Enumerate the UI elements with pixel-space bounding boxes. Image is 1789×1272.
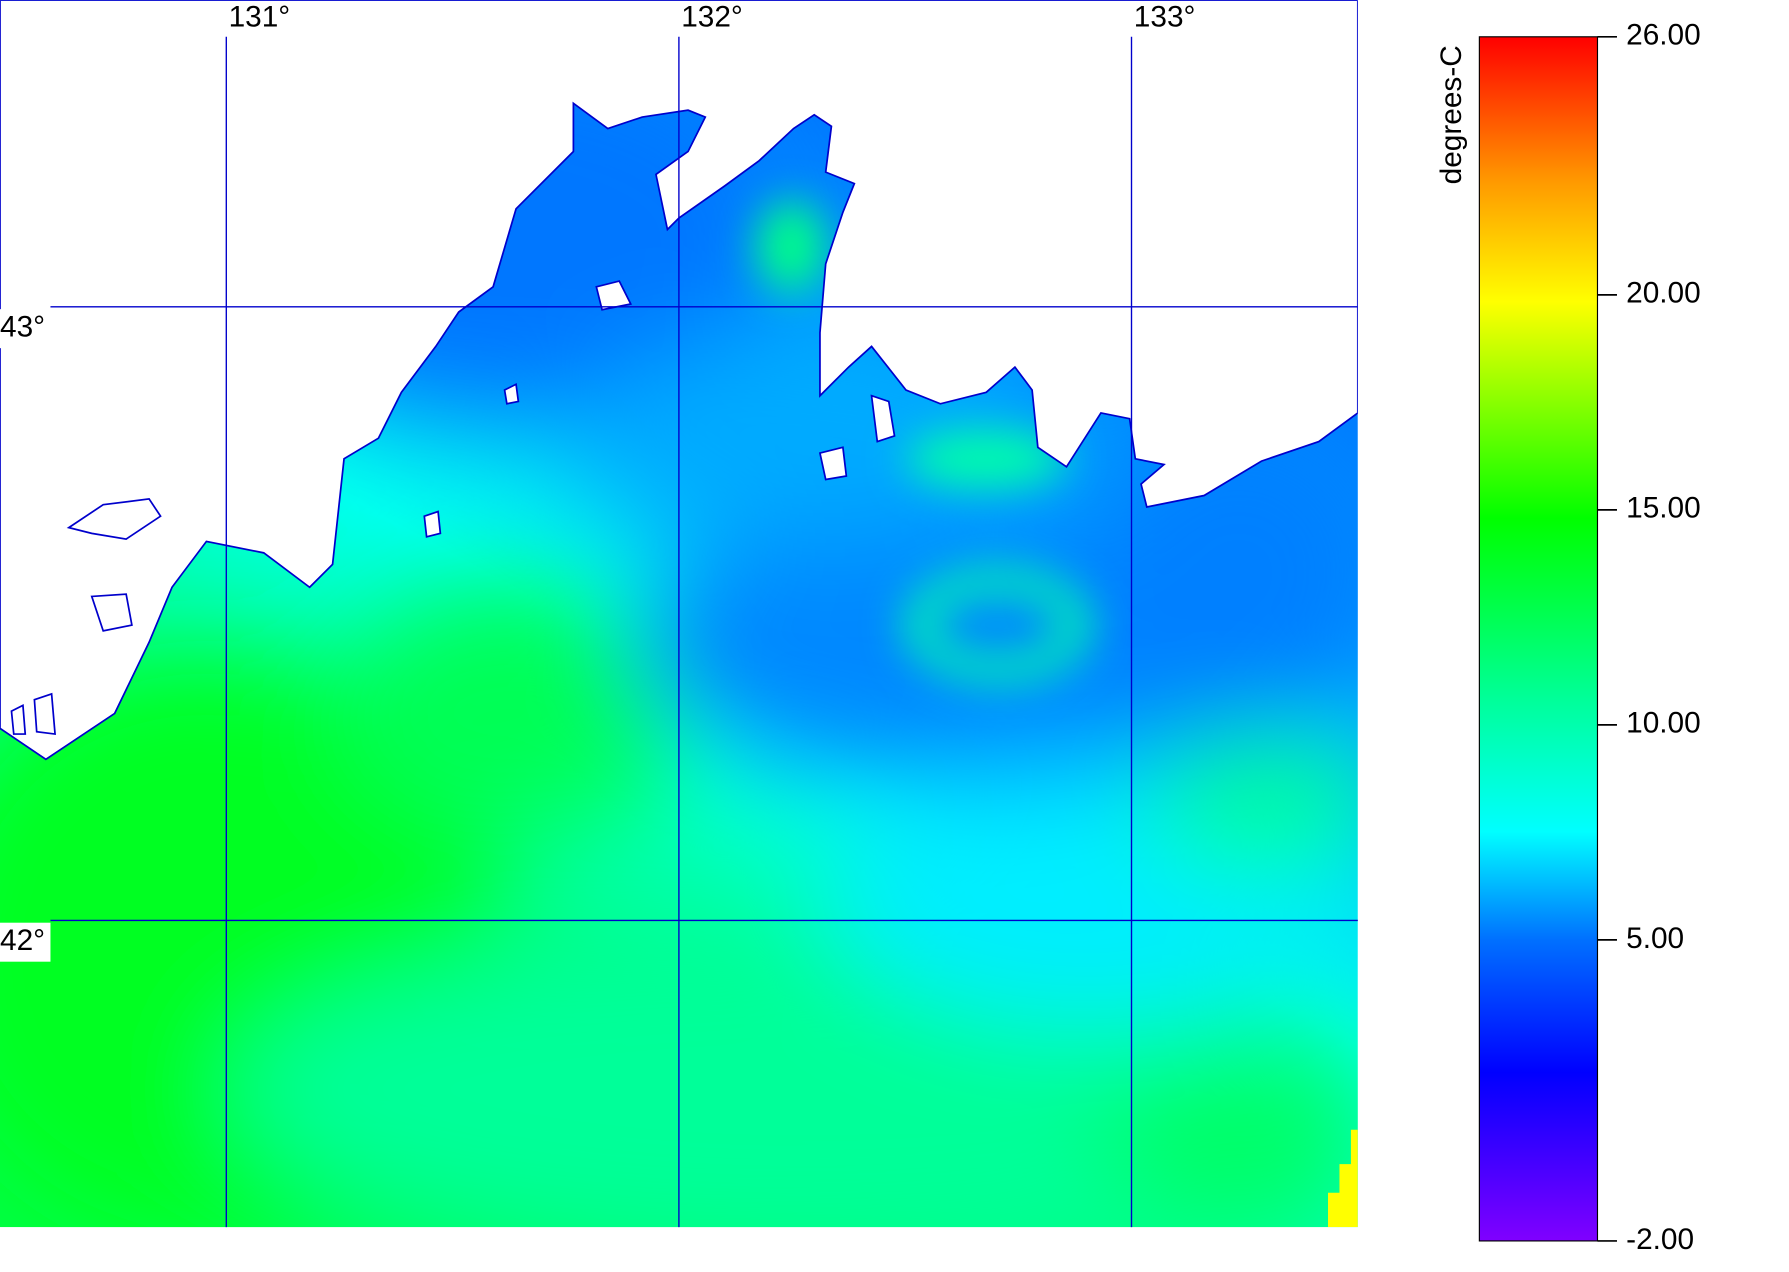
lon-label: 131° bbox=[229, 0, 291, 33]
lat-label-bg bbox=[0, 309, 51, 349]
colorbar-title: degrees-C bbox=[1435, 45, 1468, 184]
lat-label-bg bbox=[0, 922, 51, 962]
lat-label: 43° bbox=[0, 311, 45, 344]
colorbar-tick-label: -2.00 bbox=[1626, 1223, 1694, 1256]
colorbar-tick-label: 15.00 bbox=[1626, 492, 1701, 525]
islands bbox=[10, 280, 896, 736]
warm-cells bbox=[1327, 1129, 1358, 1228]
sst-field bbox=[0, 0, 1358, 1228]
colorbar-tick-label: 5.00 bbox=[1626, 922, 1684, 955]
colorbar-tick-label: 26.00 bbox=[1626, 19, 1701, 52]
colorbar-tick-label: 10.00 bbox=[1626, 707, 1701, 740]
lon-label: 132° bbox=[681, 0, 743, 33]
lon-label: 133° bbox=[1134, 0, 1196, 33]
land bbox=[0, 0, 1358, 761]
lat-label: 42° bbox=[0, 924, 45, 957]
colorbar-tick-label: 20.00 bbox=[1626, 277, 1701, 310]
colorbar bbox=[1478, 36, 1599, 1242]
graticule bbox=[50, 36, 1358, 1228]
